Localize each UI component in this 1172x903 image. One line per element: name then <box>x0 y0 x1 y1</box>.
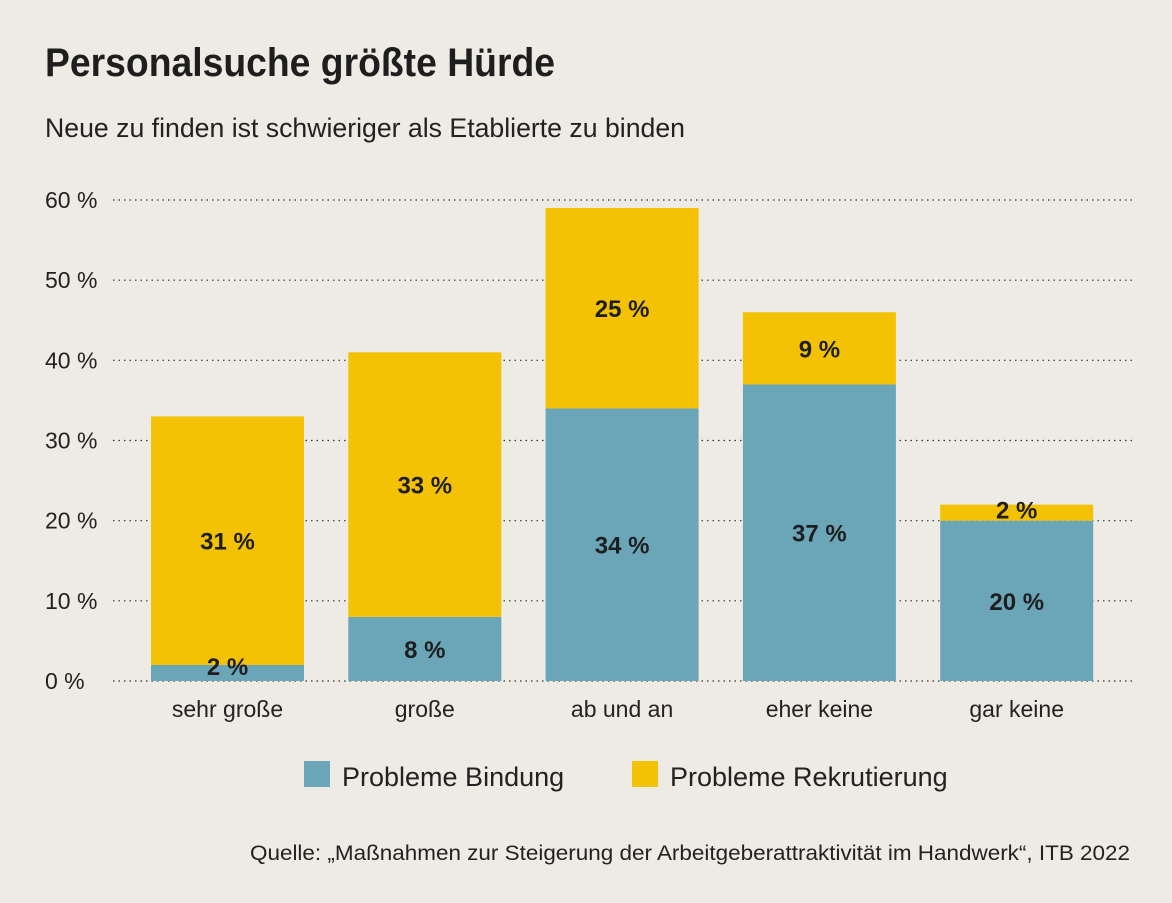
bars <box>151 208 1094 681</box>
gridlines: 0 % 10 % 20 % 30 % 40 % 50 % 60 % <box>45 187 1132 694</box>
value-label: 25 % <box>595 296 650 323</box>
category-label: große <box>395 696 455 722</box>
chart-title: Personalsuche größte Hürde <box>45 41 555 85</box>
value-label: 20 % <box>989 589 1044 616</box>
bar-segment <box>151 664 304 681</box>
source-note: Quelle: „Maßnahmen zur Steigerung der Ar… <box>250 842 1130 865</box>
legend: Probleme Bindung Probleme Rekrutierung <box>304 761 948 792</box>
value-labels: 2 % 31 % 8 % 33 % 34 % 25 % 37 % 9 % 20 % 2 % <box>200 296 1044 681</box>
value-label: 2 % <box>207 654 248 681</box>
legend-label: Probleme Bindung <box>342 762 564 792</box>
bar-segment <box>742 312 896 385</box>
value-label: 34 % <box>595 533 650 560</box>
bar-segment <box>545 408 699 681</box>
chart-subtitle: Neue zu finden ist schwieriger als Etabl… <box>45 113 685 143</box>
y-tick-label: 40 % <box>45 347 97 373</box>
value-label: 33 % <box>397 473 452 500</box>
value-label: 37 % <box>792 521 847 548</box>
value-label: 8 % <box>404 637 445 664</box>
bar-segment <box>742 384 896 681</box>
value-label: 2 % <box>996 498 1037 525</box>
category-label: gar keine <box>969 696 1064 722</box>
category-labels: sehr große große ab und an eher keine gar ke… <box>172 696 1064 722</box>
y-tick-label: 30 % <box>45 428 97 454</box>
bar-segment <box>348 616 502 681</box>
category-label: ab und an <box>571 696 673 722</box>
y-tick-label: 60 % <box>45 187 97 213</box>
bar-segment <box>940 520 1094 681</box>
legend-swatch <box>304 761 330 787</box>
y-tick-label: 0 % <box>45 668 85 694</box>
value-label: 31 % <box>200 529 255 556</box>
bar-segment <box>545 208 699 409</box>
value-label: 9 % <box>799 336 840 363</box>
y-tick-label: 20 % <box>45 508 97 534</box>
bar-segment <box>151 416 304 665</box>
bar-segment <box>348 352 502 617</box>
bar-segment <box>940 504 1094 521</box>
legend-swatch <box>632 761 658 787</box>
y-tick-label: 10 % <box>45 588 97 614</box>
category-label: eher keine <box>766 696 873 722</box>
y-tick-label: 50 % <box>45 267 97 293</box>
category-label: sehr große <box>172 696 283 722</box>
legend-label: Probleme Rekrutierung <box>670 762 948 792</box>
